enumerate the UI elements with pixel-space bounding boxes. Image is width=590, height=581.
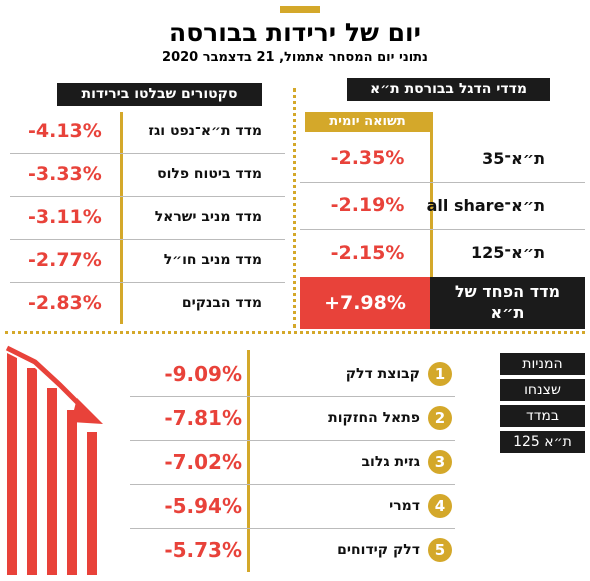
- value: -2.19%: [330, 194, 405, 216]
- value: -2.15%: [330, 242, 405, 264]
- label-box: ת״א 125: [500, 431, 585, 453]
- name: מדד ת״א־נפט וגז: [148, 123, 262, 139]
- column-line: [430, 112, 433, 277]
- column-header: תשואה יומית: [305, 112, 430, 132]
- rank-badge: 4: [428, 494, 452, 518]
- title: יום של ירידות בבורסה: [169, 18, 421, 47]
- rank-badge: 1: [428, 362, 452, 386]
- row-line: [300, 229, 585, 230]
- value: -2.35%: [330, 147, 405, 169]
- rank-badge: 3: [428, 450, 452, 474]
- accent-bar: [280, 6, 320, 13]
- rank-badge: 2: [428, 406, 452, 430]
- highlight-cell: [300, 277, 430, 329]
- highlight-cell: [430, 277, 585, 329]
- value: -2.83%: [28, 292, 102, 314]
- section-title: סקטורים שבלטו בירידות: [57, 83, 262, 106]
- row-line: [10, 153, 285, 154]
- name: מדד ביטוח פלוס: [157, 166, 262, 182]
- label-box: המניות: [500, 353, 585, 375]
- name: מדד מניב חו״ל: [163, 252, 262, 268]
- name: מדד הפחד של ת״א: [454, 282, 561, 322]
- name: פתאל החזקות: [328, 410, 420, 426]
- decline-icon: [5, 343, 103, 575]
- value: -5.94%: [164, 494, 242, 518]
- divider: [5, 331, 585, 334]
- row-line: [10, 196, 285, 197]
- label-box: במדד: [500, 405, 585, 427]
- name: דמרי: [389, 498, 420, 514]
- value: -9.09%: [164, 362, 242, 386]
- name: גזית גלוב: [361, 454, 421, 470]
- name: ת״א־125: [471, 243, 545, 262]
- row-line: [130, 440, 455, 441]
- row-line: [130, 396, 455, 397]
- value: -2.77%: [28, 249, 102, 271]
- value: -5.73%: [164, 538, 242, 562]
- value: -3.33%: [28, 163, 102, 185]
- name: דלק קידוחים: [337, 542, 420, 558]
- column-line: [120, 112, 123, 324]
- value: +7.98%: [324, 292, 406, 314]
- value: -4.13%: [28, 120, 102, 142]
- value: -7.02%: [164, 450, 242, 474]
- name: קבוצת דלק: [345, 366, 420, 382]
- row-line: [300, 182, 585, 183]
- name: ת״א־all share: [426, 196, 545, 215]
- name: מדד הבנקים: [181, 295, 262, 311]
- label-box: שצנחו: [500, 379, 585, 401]
- divider: [293, 88, 296, 328]
- rank-badge: 5: [428, 538, 452, 562]
- name: מדד מניב ישראל: [154, 209, 262, 225]
- value: -3.11%: [28, 206, 102, 228]
- name: ת״א־35: [482, 149, 545, 168]
- section-title: מדדי הדגל בבורסת ת״א: [347, 78, 550, 101]
- row-line: [130, 528, 455, 529]
- row-line: [10, 282, 285, 283]
- value: -7.81%: [164, 406, 242, 430]
- row-line: [10, 239, 285, 240]
- subtitle: נתוני יום המסחר אתמול, 21 בדצמבר 2020: [162, 50, 428, 65]
- column-line: [247, 350, 250, 572]
- row-line: [130, 484, 455, 485]
